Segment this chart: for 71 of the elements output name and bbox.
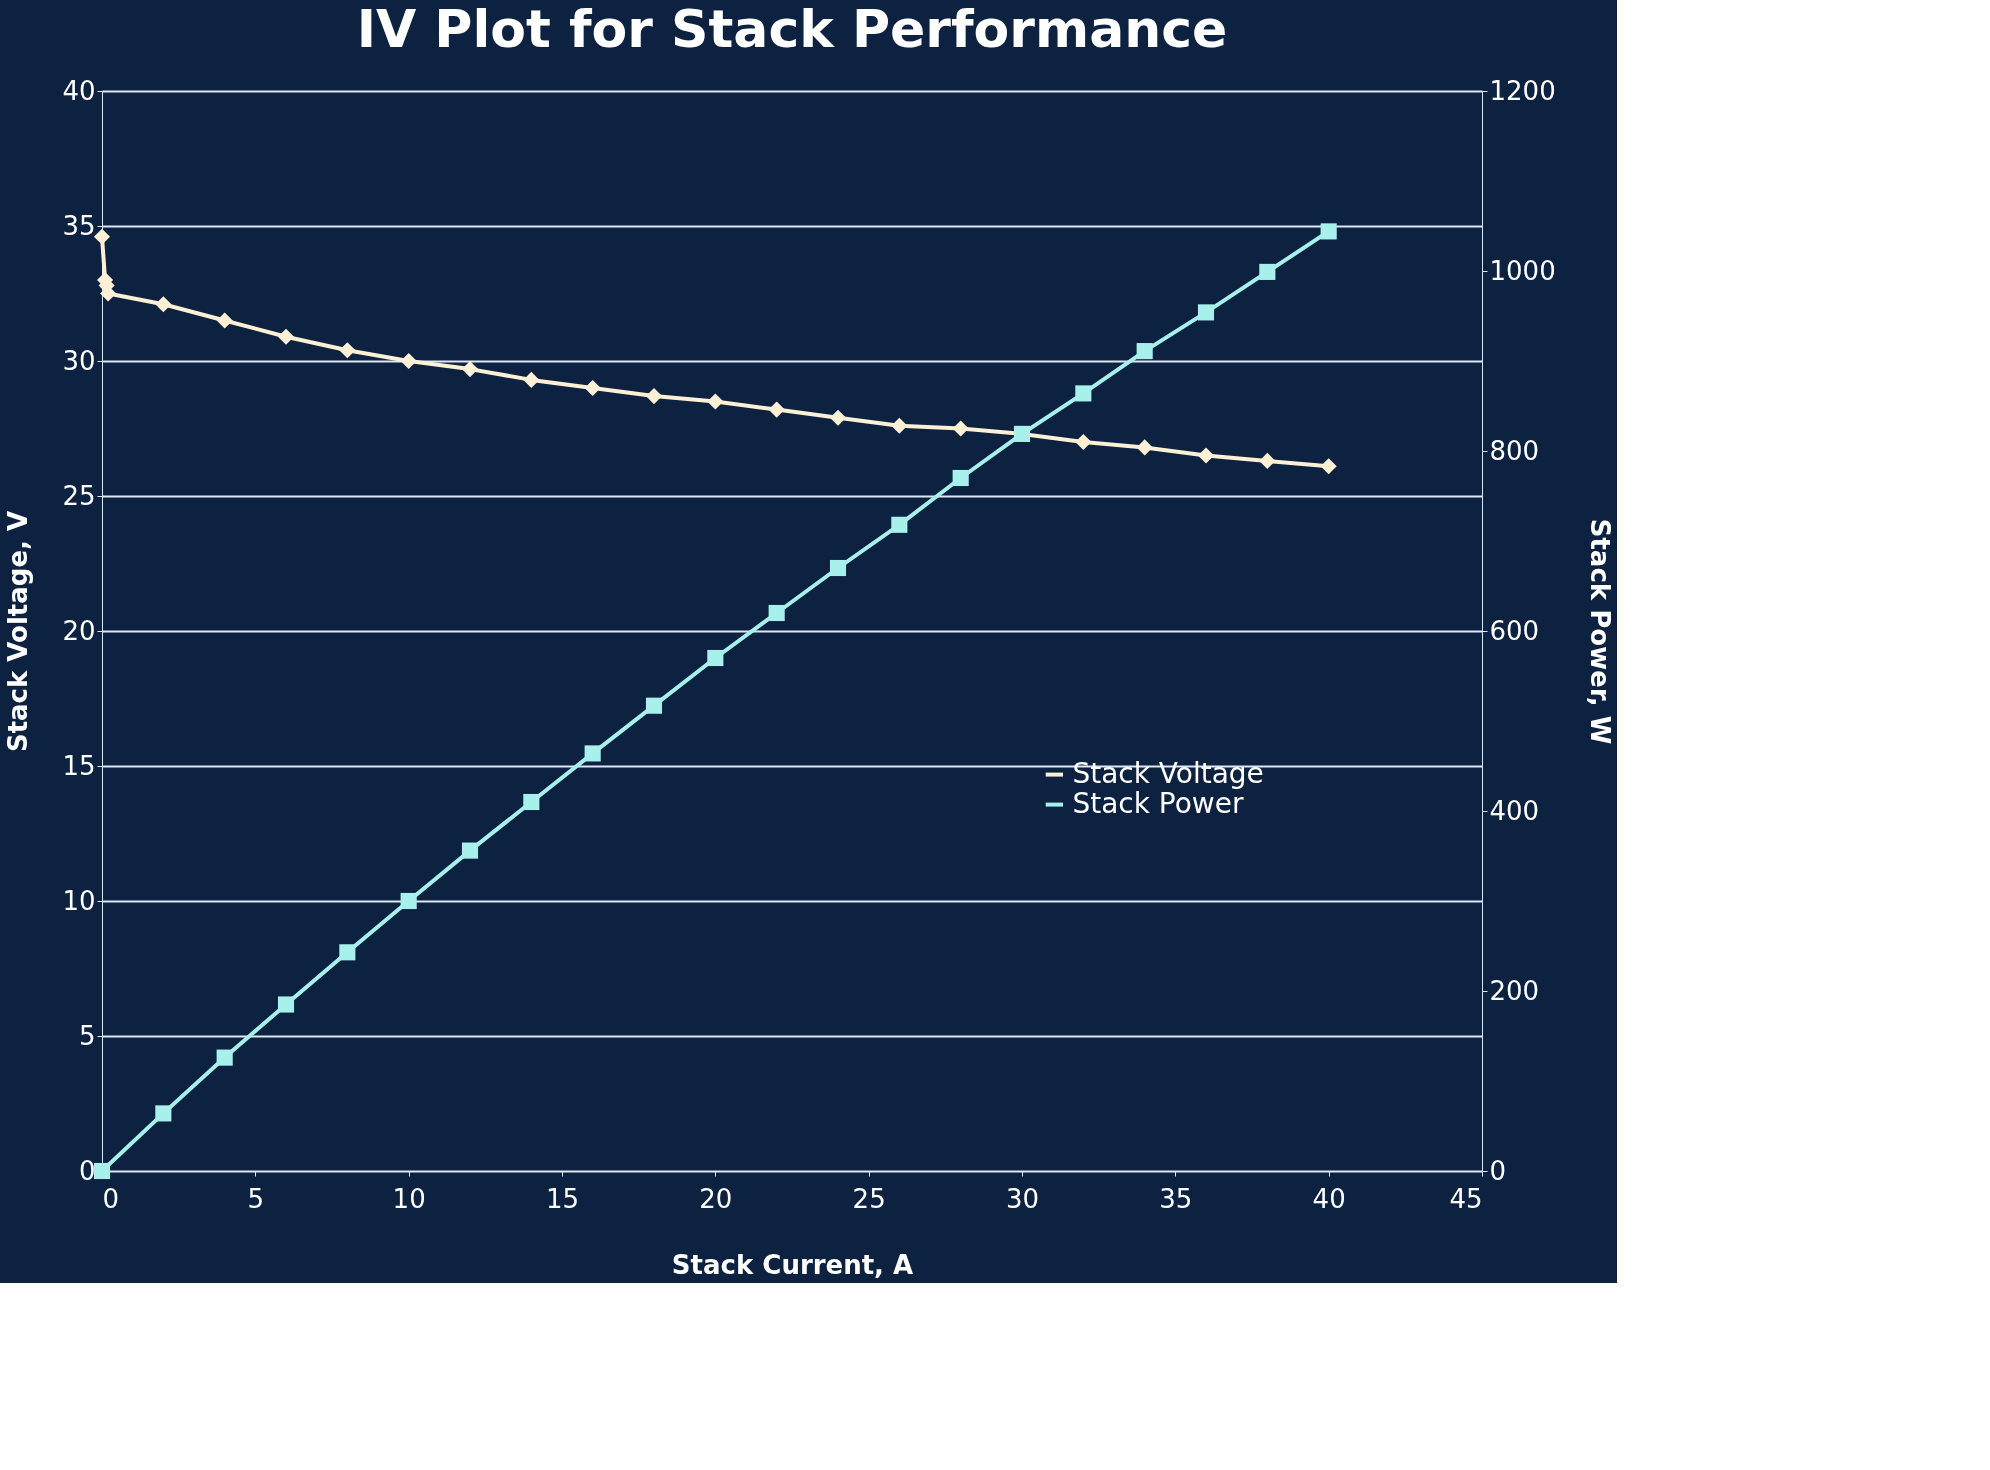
y-tick-label: 15 bbox=[62, 750, 96, 781]
y-tick-label: 35 bbox=[62, 210, 96, 241]
point bbox=[216, 1049, 233, 1066]
point bbox=[891, 516, 908, 533]
point bbox=[768, 604, 785, 622]
point bbox=[1197, 447, 1215, 464]
y2-tick-label: 400 bbox=[1489, 795, 1540, 826]
y2-tick-label: 1200 bbox=[1489, 75, 1556, 106]
x-tick-label: 30 bbox=[1005, 1183, 1040, 1214]
y-tick-label: 20 bbox=[62, 615, 96, 646]
x-tick-label: 5 bbox=[247, 1183, 265, 1214]
point bbox=[400, 892, 417, 910]
y-tick-label: 40 bbox=[62, 75, 96, 106]
x-tick-label: 35 bbox=[1159, 1183, 1193, 1214]
point bbox=[400, 352, 417, 370]
point bbox=[829, 559, 847, 577]
point bbox=[523, 793, 540, 811]
y-axis-title: Stack Voltage, V bbox=[3, 510, 34, 753]
point bbox=[155, 296, 172, 313]
point bbox=[952, 469, 969, 487]
point bbox=[1136, 439, 1153, 456]
point bbox=[339, 342, 356, 359]
point bbox=[707, 393, 724, 410]
y-tick-label: 30 bbox=[62, 345, 96, 376]
x-axis-title: Stack Current, A bbox=[671, 1249, 914, 1280]
x-tick-label: 45 bbox=[1449, 1183, 1483, 1214]
y2-axis-title: Stack Power, W bbox=[1584, 518, 1615, 745]
point bbox=[461, 361, 479, 378]
point bbox=[768, 401, 785, 418]
point bbox=[523, 371, 540, 388]
y-tick-label: 5 bbox=[78, 1020, 96, 1051]
point bbox=[155, 1105, 172, 1122]
point bbox=[339, 944, 356, 961]
y2-tick-label: 600 bbox=[1489, 615, 1540, 646]
point bbox=[1320, 458, 1337, 475]
point bbox=[1197, 304, 1215, 321]
x-tick-label: 20 bbox=[699, 1183, 733, 1214]
x-tick-label: 15 bbox=[545, 1183, 580, 1214]
y2-tick-label: 0 bbox=[1489, 1155, 1507, 1186]
point bbox=[277, 328, 295, 345]
x-tick-label: 0 bbox=[102, 1183, 120, 1214]
point bbox=[1259, 263, 1276, 280]
point bbox=[1320, 223, 1337, 240]
y2-tick-label: 800 bbox=[1489, 435, 1540, 466]
point bbox=[707, 649, 724, 667]
legend-label: Stack Voltage bbox=[1072, 756, 1264, 790]
point bbox=[277, 996, 295, 1013]
point bbox=[1136, 343, 1153, 360]
y-tick-label: 25 bbox=[62, 480, 96, 511]
y2-tick-label: 200 bbox=[1489, 975, 1540, 1006]
y-tick-label: 0 bbox=[78, 1155, 96, 1186]
point bbox=[584, 379, 601, 397]
x-tick-label: 10 bbox=[392, 1183, 426, 1214]
x-tick-label: 40 bbox=[1312, 1183, 1346, 1214]
point bbox=[1075, 385, 1092, 402]
point bbox=[645, 697, 663, 714]
point bbox=[93, 228, 111, 245]
point bbox=[952, 420, 969, 437]
point bbox=[584, 745, 601, 762]
point bbox=[461, 842, 479, 859]
point bbox=[829, 409, 847, 426]
point bbox=[1259, 452, 1276, 469]
chart-title: IV Plot for Stack Performance bbox=[356, 0, 1228, 59]
y2-tick-label: 1000 bbox=[1489, 255, 1556, 286]
point bbox=[93, 1162, 111, 1180]
point bbox=[891, 417, 908, 434]
point bbox=[645, 388, 663, 405]
point bbox=[216, 312, 233, 329]
x-tick-label: 25 bbox=[852, 1183, 886, 1214]
point bbox=[1075, 433, 1092, 451]
y-tick-label: 10 bbox=[62, 885, 96, 916]
